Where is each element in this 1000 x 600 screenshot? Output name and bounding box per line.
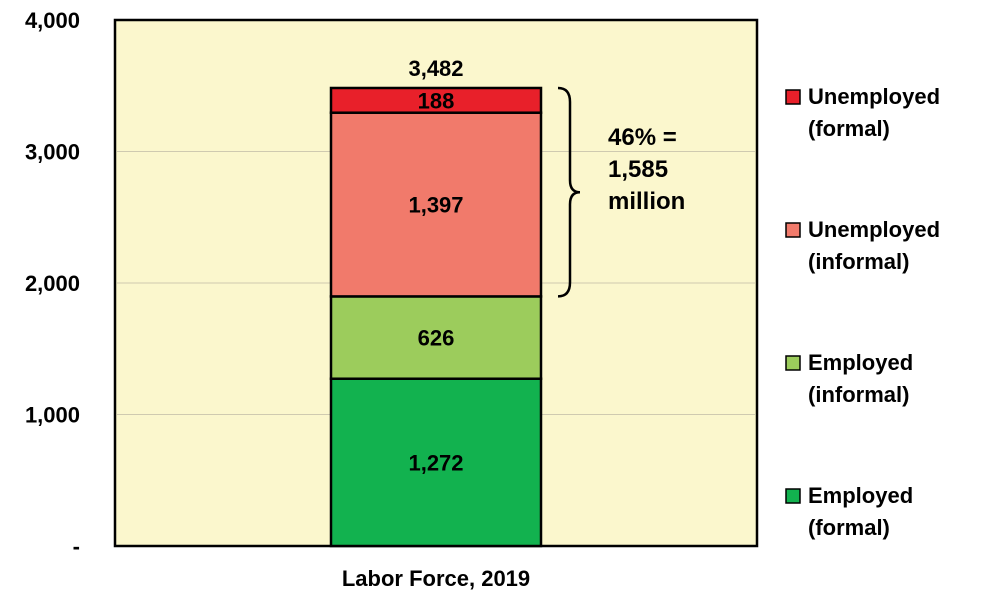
brace-annotation <box>557 86 581 298</box>
annotation-line: million <box>608 188 685 215</box>
legend-item-employed-formal: Employed (formal) <box>785 483 913 540</box>
legend-label: Employed (formal) <box>808 483 913 540</box>
legend-label-line: Unemployed <box>808 217 940 242</box>
y-tick-label: 2,000 <box>25 271 80 296</box>
bar-total-label: 3,482 <box>408 56 463 81</box>
unemployed-share-annotation: 46% = 1,585 million <box>608 124 685 215</box>
annotation-line: 1,585 <box>608 156 668 183</box>
y-axis-ticks: - 1,000 2,000 3,000 4,000 <box>25 8 80 559</box>
bar-segment-unemployed-informal <box>329 111 543 298</box>
legend-label-line: Employed <box>808 483 913 508</box>
x-axis-category-label: Labor Force, 2019 <box>342 566 530 591</box>
segment-value-unemployed-formal: 188 <box>418 88 455 113</box>
legend-swatch <box>785 222 801 238</box>
legend-label: Unemployed (formal) <box>808 84 940 141</box>
legend-label: Employed (informal) <box>808 350 913 407</box>
legend-item-employed-informal: Employed (informal) <box>785 350 913 407</box>
y-tick-label: 4,000 <box>25 8 80 33</box>
legend-label-line: Unemployed <box>808 84 940 109</box>
y-tick-label: 3,000 <box>25 140 80 165</box>
legend-item-unemployed-formal: Unemployed (formal) <box>785 84 940 141</box>
segment-value-unemployed-informal: 1,397 <box>408 193 463 218</box>
legend-label-line: Employed <box>808 350 913 375</box>
legend-label-line: (informal) <box>808 249 909 274</box>
legend-label-line: (informal) <box>808 382 909 407</box>
y-tick-label: - <box>73 534 80 559</box>
segment-value-employed-informal: 626 <box>418 326 455 351</box>
segment-value-employed-formal: 1,272 <box>408 450 463 475</box>
bar-segment-employed-informal <box>329 295 543 380</box>
legend-swatch <box>785 89 801 105</box>
legend-label-line: (formal) <box>808 515 890 540</box>
y-tick-label: 1,000 <box>25 403 80 428</box>
legend-label-line: (formal) <box>808 116 890 141</box>
annotation-line: 46% = <box>608 124 677 151</box>
bar-segment-unemployed-formal <box>329 86 543 114</box>
legend-item-unemployed-informal: Unemployed (informal) <box>785 217 940 274</box>
segment-labels: 1,272 626 1,397 188 <box>408 88 463 475</box>
stacked-bar <box>329 86 543 548</box>
legend-label: Unemployed (informal) <box>808 217 940 274</box>
legend-swatch <box>785 355 801 371</box>
legend: Unemployed (formal)Unemployed (informal)Em… <box>785 84 940 540</box>
legend-swatch <box>785 488 801 504</box>
